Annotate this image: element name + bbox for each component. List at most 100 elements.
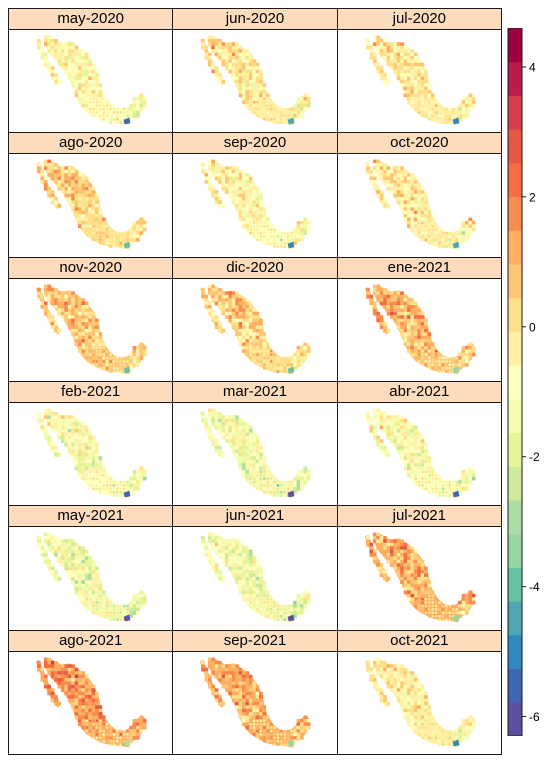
- map-cell: [396, 166, 401, 171]
- map-cell: [88, 573, 92, 578]
- map-cell: [57, 415, 62, 420]
- map-cell: [410, 83, 414, 87]
- map-cell: [228, 194, 233, 198]
- map-cell: [406, 459, 411, 464]
- map-cell: [406, 463, 411, 467]
- map-cell: [283, 491, 287, 494]
- map-cell: [427, 615, 431, 618]
- map-cell: [242, 224, 247, 229]
- map-cell: [245, 197, 250, 202]
- map-cell: [81, 304, 86, 309]
- facet-panel: jul-2021: [336, 505, 502, 631]
- map-cell: [91, 331, 96, 336]
- map-cell: [259, 207, 264, 212]
- map-cell: [139, 228, 144, 232]
- map-cell: [249, 726, 253, 729]
- map-cell: [95, 83, 99, 87]
- map-cell: [245, 674, 250, 678]
- map-cell: [403, 466, 407, 471]
- map-cell: [81, 435, 86, 440]
- map-cell: [88, 62, 92, 67]
- map-cell: [99, 107, 102, 111]
- map-cell: [406, 214, 411, 219]
- map-cell: [307, 96, 311, 101]
- map-cell: [225, 294, 229, 299]
- map-cell: [84, 331, 89, 336]
- map-cell: [424, 611, 427, 615]
- map-cell: [47, 422, 51, 426]
- map-cell: [386, 173, 390, 178]
- map-cell: [78, 584, 82, 588]
- map-cell: [262, 83, 267, 87]
- map-cell: [95, 363, 99, 366]
- map-cell: [420, 194, 424, 198]
- map-cell: [136, 473, 140, 478]
- map-cell: [242, 187, 247, 191]
- map-cell: [60, 677, 65, 682]
- map-cell: [372, 553, 377, 558]
- map-cell: [444, 111, 448, 114]
- map-cell: [74, 681, 79, 685]
- map-cell: [417, 594, 420, 598]
- map-cell: [448, 107, 451, 111]
- map-cell: [296, 359, 301, 363]
- map-cell: [139, 473, 144, 478]
- map-cell: [266, 356, 270, 359]
- map-cell: [249, 570, 253, 575]
- map-cell: [238, 297, 243, 302]
- map-cell: [461, 359, 465, 363]
- map-cell: [71, 187, 75, 191]
- map-cell: [221, 79, 226, 84]
- map-cell: [420, 325, 424, 329]
- map-cell: [403, 418, 407, 423]
- map-cell: [102, 594, 105, 598]
- map-cell: [211, 311, 216, 316]
- map-cell: [91, 694, 96, 699]
- map-cell: [232, 308, 236, 312]
- map-cell: [389, 304, 394, 309]
- map-cell: [372, 56, 377, 60]
- map-cell: [238, 573, 243, 578]
- map-cell: [413, 321, 418, 326]
- map-cell: [78, 432, 82, 437]
- map-cell: [238, 217, 243, 222]
- map-cell: [406, 100, 411, 105]
- map-cell: [242, 425, 247, 430]
- map-cell: [262, 456, 267, 460]
- map-cell: [263, 235, 266, 238]
- map-cell: [78, 86, 82, 91]
- map-cell: [414, 104, 417, 107]
- map-cell: [396, 301, 401, 305]
- map-cell: [382, 674, 387, 678]
- map-cell: [249, 225, 253, 228]
- map-cell: [74, 439, 79, 443]
- map-cell: [81, 587, 86, 592]
- map-cell: [252, 308, 257, 312]
- map-cell: [260, 346, 263, 349]
- map-cell: [43, 291, 48, 295]
- map-cell: [99, 359, 102, 363]
- map-cell: [221, 180, 226, 185]
- map-cell: [266, 118, 270, 121]
- map-cell: [81, 90, 86, 94]
- map-cell: [123, 487, 126, 491]
- facet-label: ago-2020: [9, 133, 173, 155]
- map-cell: [98, 335, 103, 340]
- map-cell: [238, 294, 243, 299]
- map-cell: [256, 732, 260, 736]
- map-cell: [84, 342, 89, 346]
- map-cell: [105, 491, 109, 494]
- map-cell: [232, 670, 236, 675]
- map-cell: [91, 214, 96, 219]
- map-cell: [88, 66, 92, 70]
- map-cell: [238, 73, 243, 77]
- map-cell: [293, 480, 298, 484]
- map-cell: [221, 304, 226, 309]
- map-cell: [245, 459, 250, 464]
- map-cell: [249, 232, 253, 235]
- map-cell: [67, 190, 72, 195]
- map-cell: [262, 463, 267, 467]
- map-cell: [54, 570, 58, 575]
- map-cell: [283, 118, 287, 121]
- map-cell: [399, 449, 404, 454]
